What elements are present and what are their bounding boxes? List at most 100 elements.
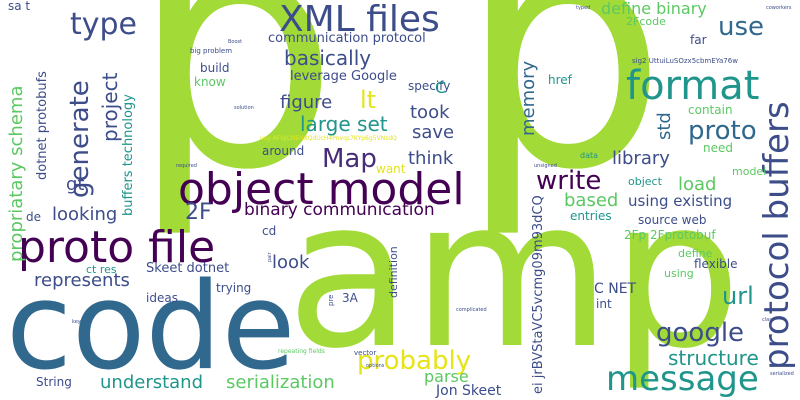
word-solution: solution <box>234 105 254 111</box>
word-figure: figure <box>280 92 333 113</box>
word-probably: probably <box>357 346 472 376</box>
word-looking: looking <box>52 204 118 225</box>
word-de: de <box>26 210 41 224</box>
word-binary-communication: binary communication <box>244 200 435 220</box>
word-xml-files: XML files <box>279 0 440 40</box>
word-far: far <box>690 33 707 47</box>
word-represents: represents <box>34 270 130 291</box>
word-source-web: source web <box>638 213 707 227</box>
word-amp: amp <box>286 156 742 394</box>
word-know: know <box>194 75 226 89</box>
word-need: need <box>703 141 733 155</box>
word-google: google <box>656 318 745 348</box>
word-code: code <box>6 258 296 397</box>
word-p-right: p <box>458 0 668 242</box>
word-options: options <box>366 363 385 369</box>
word-structure: structure <box>668 346 759 370</box>
word-class: class <box>762 317 775 323</box>
word-basically: basically <box>284 46 372 70</box>
word-key: key <box>72 319 81 325</box>
word-object-model: object model <box>178 164 465 215</box>
word-3a: 3A <box>342 291 358 305</box>
word-dotnet-protobufs: dotnet protobufs <box>35 71 50 180</box>
word-save: save <box>412 122 455 143</box>
word-std: std <box>654 112 675 140</box>
word-think: think <box>408 148 454 169</box>
word-message: message <box>606 359 759 399</box>
word-type: type <box>70 7 138 42</box>
word-write: write <box>536 166 602 196</box>
word-large-set: large set <box>300 112 388 136</box>
word-p-left: p <box>130 0 340 242</box>
word-complicated: complicated <box>456 307 487 313</box>
word-2fp-2fprotobuf: 2Fp 2Fprotobuf <box>624 228 716 242</box>
word-proto: proto <box>688 116 757 146</box>
word-contain: contain <box>688 103 733 117</box>
word-pair: pair <box>267 252 273 262</box>
word-look: look <box>272 252 310 273</box>
word-format: format <box>626 63 760 109</box>
word-model: model <box>732 165 767 178</box>
word-based: based <box>564 190 619 211</box>
word-skeet-dotnet: Skeet dotnet <box>146 261 230 276</box>
word-pre: pre <box>327 294 335 306</box>
word-typed: typed <box>576 5 591 11</box>
word-use: use <box>718 12 765 42</box>
word-load: load <box>678 174 717 195</box>
word-protocol-buffers: protocol buffers <box>757 101 797 370</box>
word-href: href <box>548 73 572 87</box>
word-parse: parse <box>424 367 469 386</box>
word-define-binary: define binary <box>601 0 707 18</box>
word-took: took <box>410 102 450 123</box>
word-proto-file: proto file <box>18 222 216 273</box>
word-using-existing: using existing <box>628 192 733 210</box>
word-using: using <box>664 267 694 280</box>
word-big-problem: big problem <box>190 47 233 55</box>
word-ct-res: ct res <box>86 263 117 276</box>
word-library: library <box>612 148 670 169</box>
word-leverage-google: leverage Google <box>290 69 397 84</box>
word-c-net: C NET <box>594 281 637 297</box>
word-object: object <box>628 175 662 188</box>
word-understand: understand <box>100 372 204 393</box>
word-2fcode: 2Fcode <box>626 15 666 28</box>
word-int: int <box>596 297 612 311</box>
word-required: required <box>176 163 197 169</box>
word-flexible: flexible <box>694 257 738 271</box>
word-sa-t: sa t <box>8 0 31 13</box>
word-cd: cd <box>262 224 277 238</box>
word-map: Map <box>322 144 377 174</box>
word-usg: usg AFQjCNEHXQdUcH4Pnvqs7KYp6g5VNzdQ <box>260 135 397 142</box>
word-data: data <box>580 151 599 160</box>
word-trying: trying <box>216 281 252 295</box>
word-propriatary-schema: propriatary schema <box>6 85 27 262</box>
word-around: around <box>262 144 305 158</box>
word-want: want <box>376 162 406 176</box>
word-ei-code: ei jrBVStaVC5vcmg09m93dCQ <box>531 195 546 394</box>
word-boost: Boost <box>228 39 243 45</box>
word-2f: 2F <box>185 200 212 225</box>
word-url: url <box>722 282 754 310</box>
word-definition: definition <box>387 246 400 298</box>
word-lt: lt <box>360 86 377 114</box>
word-entries: entries <box>570 209 612 223</box>
word-repeating-fields: repeating fields <box>278 348 325 355</box>
word-coworkers: coworkers <box>766 5 792 11</box>
word-unsigned: unsigned <box>534 163 557 169</box>
word-specify: specify <box>408 79 451 93</box>
word-c: C <box>435 78 447 97</box>
word-buffers-technology: buffers technology <box>121 94 136 216</box>
word-build: build <box>200 61 230 75</box>
word-vector: vector <box>354 349 377 357</box>
word-serialized: serialized <box>770 371 794 377</box>
word-memory: memory <box>518 60 539 136</box>
word-gt: gt <box>66 174 85 195</box>
word-string: String <box>36 375 72 389</box>
word-jon-skeet: Jon Skeet <box>436 383 502 399</box>
word-define: define <box>678 247 713 260</box>
word-serialization: serialization <box>226 372 335 393</box>
word-communication-protocol: communication protocol <box>268 31 426 46</box>
word-sig2: sig2 UttuiLuSOzx5cbmEYa76w <box>632 57 738 65</box>
word-ideas: ideas <box>146 291 178 305</box>
